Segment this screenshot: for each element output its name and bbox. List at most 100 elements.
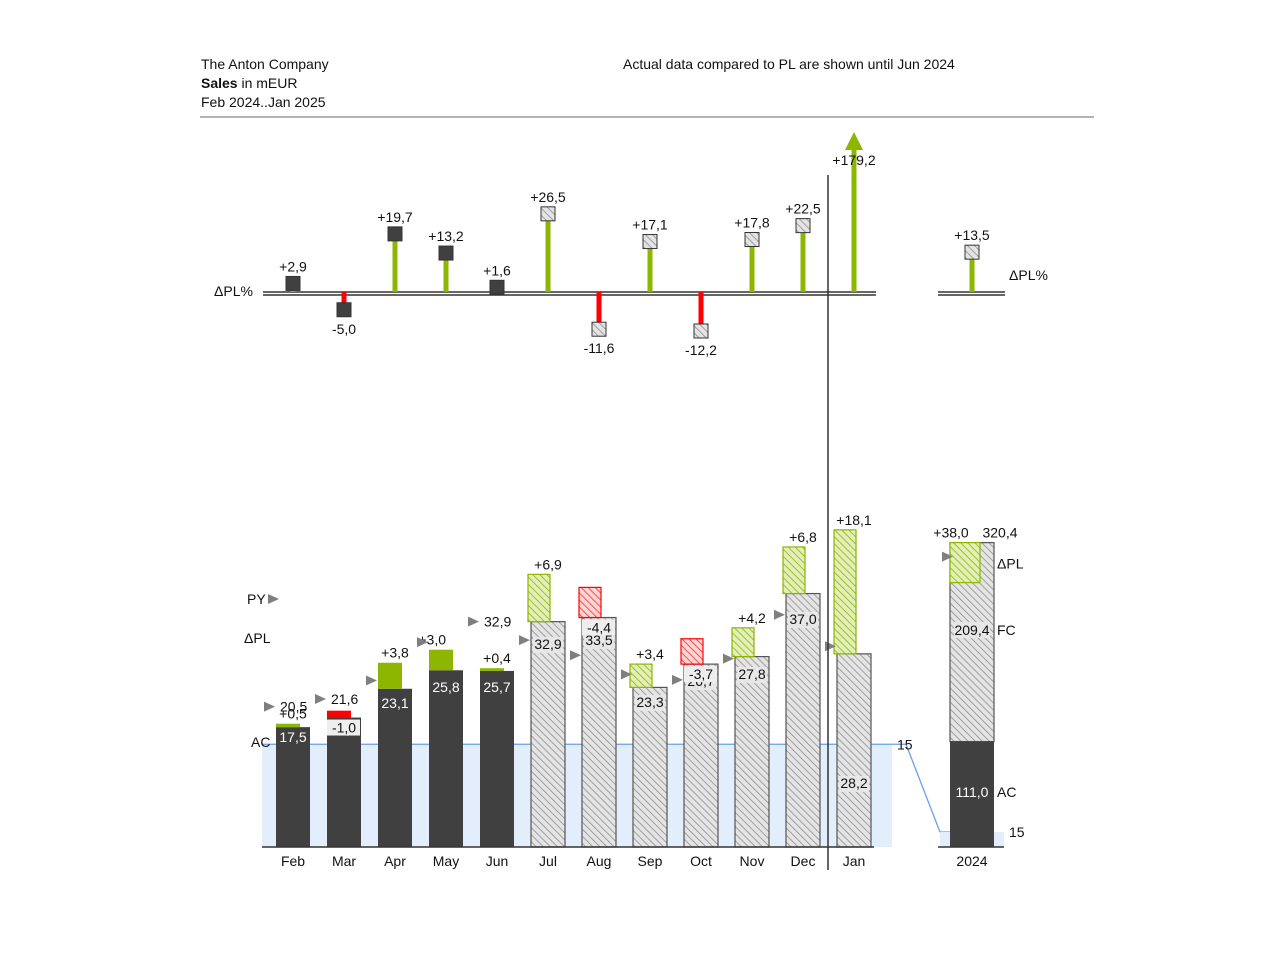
row-label-ac: AC (251, 734, 270, 750)
pct-label-jan: +179,2 (832, 152, 875, 168)
bar-apr (378, 688, 412, 847)
delta-pl-jun (480, 668, 504, 671)
year-ac-bar (950, 741, 994, 847)
delta-pl-apr (378, 662, 402, 689)
py-marker-feb (264, 701, 275, 712)
pct-pin-nov (749, 239, 755, 292)
pct-pin-oct (698, 292, 704, 328)
value-label-jan: 28,2 (840, 775, 867, 791)
pct-head-nov (744, 231, 760, 247)
delta-pl-label-aug: -4,4 (587, 620, 611, 636)
bar-sep (632, 686, 668, 848)
axis-label-feb: Feb (281, 853, 305, 869)
pct-head-apr (387, 226, 403, 242)
py-marker-oct (672, 674, 683, 685)
measure-name: Sales (201, 75, 238, 91)
pct-axis-label: ΔPL% (214, 283, 253, 299)
delta-pl-dec (782, 546, 806, 595)
value-label-bg-aug (584, 633, 614, 649)
py-marker-jun (468, 616, 479, 627)
pct-pin-dec (800, 225, 806, 292)
delta-pl-oct (680, 638, 704, 665)
bar-aug (581, 616, 617, 848)
delta-pl-label-oct: -3,7 (689, 666, 713, 682)
delta-pl-label-bg-mar (327, 719, 360, 736)
pct-pin-jan (851, 150, 857, 292)
row-label-delta: ΔPL (244, 630, 271, 646)
bar-mar (327, 717, 361, 847)
delta-pl-jan (833, 529, 857, 655)
axis-label-jul: Jul (539, 853, 557, 869)
value-label-feb: 17,5 (279, 729, 306, 745)
pct-head-jun (489, 279, 505, 295)
axis-label-dec: Dec (791, 853, 816, 869)
axis-label-2024: 2024 (956, 853, 987, 869)
value-label-jul: 32,9 (534, 636, 561, 652)
value-label-bg-jan (839, 776, 869, 792)
py-marker-jul (519, 635, 530, 646)
axis-label-jun: Jun (486, 853, 509, 869)
py-marker-mar (315, 694, 326, 705)
pct-head-may (438, 245, 454, 261)
row-label-py: PY (247, 591, 266, 607)
axis-label-sep: Sep (638, 853, 663, 869)
pct-head-aug (591, 321, 607, 337)
delta-pl-label-bg-oct (684, 666, 717, 683)
pct-arrow-jan (845, 132, 863, 150)
delta-pl-feb (276, 723, 300, 728)
bar-feb (276, 727, 310, 847)
delta-pl-sep (629, 663, 653, 688)
delta-pl-label-feb: +0,5 (279, 706, 307, 722)
pct-pin-jul (545, 213, 551, 292)
delta-pl-jul (527, 573, 551, 623)
delta-pl-may (429, 649, 453, 671)
chart-period: Feb 2024..Jan 2025 (201, 94, 326, 110)
axis-label-nov: Nov (740, 853, 765, 869)
pct-head-mar (336, 302, 352, 318)
year-pct-pin (969, 252, 975, 292)
axis-label-mar: Mar (332, 853, 356, 869)
bar-jun (480, 670, 514, 847)
value-label-bg-jul (533, 637, 563, 653)
delta-pl-label-jun: +0,4 (483, 650, 511, 666)
pct-label-feb: +2,9 (279, 258, 307, 274)
axis-label-jan: Jan (843, 853, 866, 869)
value-label-aug: 33,5 (585, 632, 612, 648)
year-pct-axis-label: ΔPL% (1009, 267, 1048, 283)
threshold-label: 15 (897, 736, 913, 752)
delta-pl-aug (578, 586, 602, 619)
value-label-jun: 25,7 (483, 679, 510, 695)
py-marker-sep (621, 669, 632, 680)
chart-measure: Sales in mEUR (201, 74, 298, 93)
bar-jan (836, 653, 872, 848)
pct-pin-aug (596, 292, 602, 327)
pct-label-may: +13,2 (428, 228, 464, 244)
axis-label-oct: Oct (690, 853, 712, 869)
pct-label-oct: -12,2 (685, 342, 717, 358)
delta-pl-label-sep: +3,4 (636, 646, 664, 662)
year-fc-label: 209,4 (954, 622, 989, 638)
pct-head-oct (693, 323, 709, 339)
year-segment-label-delta: ΔPL (997, 556, 1024, 572)
pct-pin-may (443, 253, 449, 292)
year-ac-label: 111,0 (956, 784, 989, 800)
axis-label-aug: Aug (587, 853, 612, 869)
value-label-bg-sep (635, 695, 665, 711)
value-label-dec: 37,0 (789, 611, 816, 627)
value-label-bg-dec (788, 612, 818, 628)
delta-pl-mar (327, 710, 351, 718)
value-label-apr: 23,1 (381, 695, 408, 711)
measure-unit: in mEUR (237, 75, 298, 91)
py-marker-nov (723, 653, 734, 664)
year-delta-pl-label: +38,0 (933, 525, 969, 541)
year-pct-head (964, 244, 980, 260)
pct-label-jun: +1,6 (483, 262, 511, 278)
bar-dec (785, 592, 821, 848)
bar-oct (683, 663, 719, 848)
year-pct-label: +13,5 (954, 227, 990, 243)
pct-pin-apr (392, 233, 398, 292)
axis-label-apr: Apr (384, 853, 406, 869)
pct-pin-mar (341, 292, 347, 307)
pct-label-apr: +19,7 (377, 209, 413, 225)
